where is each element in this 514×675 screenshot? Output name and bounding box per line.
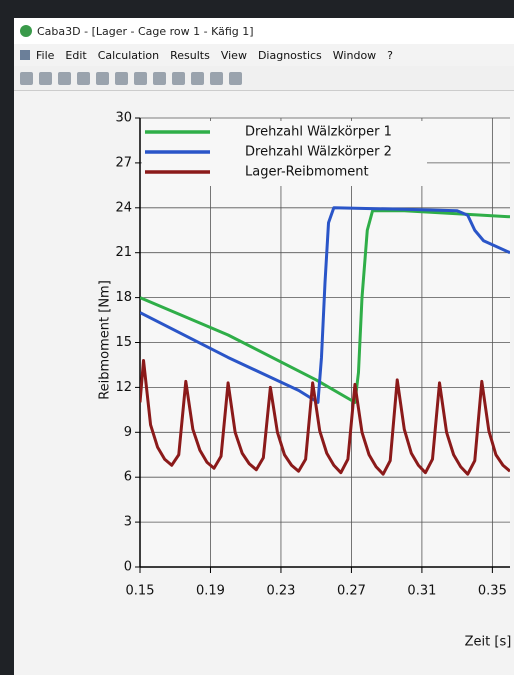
y-tick-label: 15 <box>115 335 132 350</box>
y-tick-label: 3 <box>124 515 132 530</box>
x-tick-label: 0.19 <box>196 584 225 599</box>
y-tick-label: 21 <box>115 245 132 260</box>
y-tick-label: 6 <box>124 470 132 485</box>
y-tick-label: 27 <box>115 155 132 170</box>
y-tick-label: 9 <box>124 425 132 440</box>
x-tick-label: 0.31 <box>407 584 436 599</box>
x-tick-label: 0.27 <box>337 584 366 599</box>
legend-label: Drehzahl Wälzkörper 1 <box>245 125 392 140</box>
y-tick-label: 0 <box>124 560 132 575</box>
x-tick-label: 0.35 <box>478 584 507 599</box>
x-axis-label: Zeit [s] <box>465 635 512 650</box>
chart: Reibmoment [Nm] Zeit [s] 0 3 6 9 12 15 18 21 24 2… <box>0 0 514 675</box>
y-tick-label: 24 <box>115 200 132 215</box>
y-tick-label: 18 <box>115 290 132 305</box>
y-tick-label: 30 <box>115 111 132 126</box>
y-tick-label: 12 <box>115 380 132 395</box>
legend-label: Drehzahl Wälzkörper 2 <box>245 145 392 160</box>
y-axis-label: Reibmoment [Nm] <box>98 280 113 400</box>
x-tick-label: 0.15 <box>126 584 155 599</box>
legend-label: Lager-Reibmoment <box>245 165 369 180</box>
x-tick-label: 0.23 <box>266 584 295 599</box>
